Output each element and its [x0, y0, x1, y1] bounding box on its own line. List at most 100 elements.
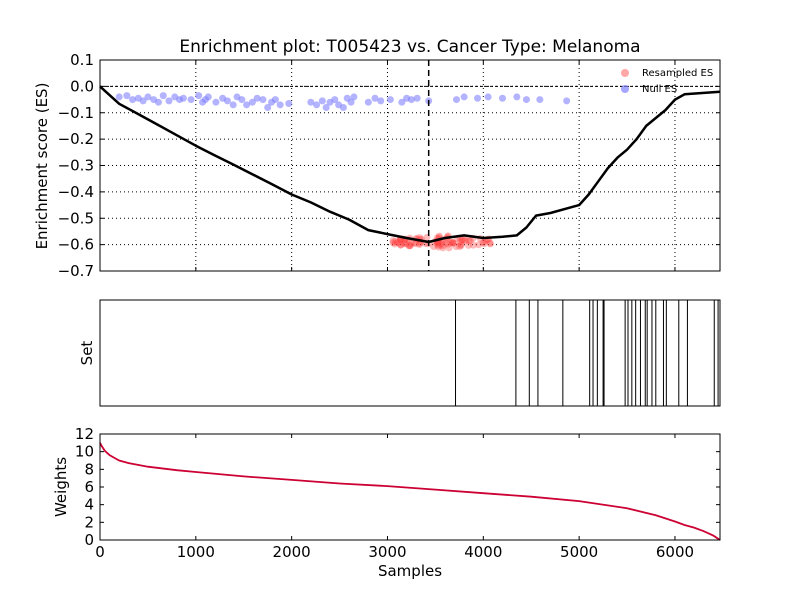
resampled-es-point — [434, 243, 442, 251]
null-es-point — [347, 98, 355, 106]
es-line-group — [99, 85, 721, 244]
null-es-point — [129, 96, 137, 104]
null-es-point — [229, 101, 237, 109]
weights-y-tick-label: 6 — [84, 478, 94, 496]
es-y-tick-label: −0.7 — [58, 262, 94, 280]
resampled-es-point — [430, 243, 438, 251]
null-es-point — [460, 93, 468, 101]
null-es-point — [165, 97, 173, 105]
weights-y-tick-label: 0 — [84, 531, 94, 549]
null-es-point — [452, 96, 460, 104]
null-es-point — [204, 93, 212, 101]
resampled-es-point — [452, 243, 460, 251]
weights-y-tick-label: 2 — [84, 513, 94, 531]
weights-x-tick-label: 3000 — [368, 543, 406, 561]
resampled-es-point — [449, 239, 457, 247]
resampled-es-point — [433, 239, 441, 247]
es-y-tick-label: 0.0 — [70, 77, 94, 95]
x-axis-label: Samples — [378, 562, 442, 580]
resampled-es-point — [389, 237, 397, 245]
resampled-es-point — [439, 244, 447, 252]
null-es-point — [513, 93, 521, 101]
resampled-es-point — [439, 241, 447, 249]
null-es-point — [536, 96, 544, 104]
null-es-point — [313, 101, 321, 109]
weights-y-tick-label: 12 — [75, 425, 94, 443]
weights-y-tick-label: 4 — [84, 496, 94, 514]
null-es-point — [307, 98, 315, 106]
chart-title: Enrichment plot: T005423 vs. Cancer Type… — [179, 37, 640, 57]
null-es-point — [144, 93, 152, 101]
null-es-point — [522, 96, 530, 104]
resampled-es-point — [400, 240, 408, 248]
resampled-es-point — [456, 238, 464, 246]
null-es-point — [195, 92, 203, 100]
weights-x-tick-label: 2000 — [273, 543, 311, 561]
null-es-point — [371, 94, 379, 102]
resampled-es-point — [479, 239, 487, 247]
resampled-es-point — [457, 242, 465, 250]
resampled-es-point — [457, 240, 465, 248]
null-es-point — [322, 103, 330, 111]
weights-x-tick-label: 4000 — [464, 543, 502, 561]
resampled-es-point — [486, 239, 494, 247]
resampled-es-point — [466, 237, 474, 245]
null-es-point — [243, 101, 251, 109]
es-y-tick-label: −0.3 — [58, 157, 94, 175]
weights-x-tick-label: 6000 — [656, 543, 694, 561]
es-y-axis-label: Enrichment score (ES) — [33, 83, 51, 250]
resampled-es-point — [475, 241, 483, 249]
resampled-es-point — [410, 239, 418, 247]
resampled-es-point — [448, 239, 456, 247]
weights-line-group — [99, 442, 721, 541]
resampled-es-point — [459, 236, 467, 244]
weights-x-tick-label: 5000 — [560, 543, 598, 561]
weights-y-axis-label: Weights — [52, 457, 70, 517]
resampled-es-point — [450, 239, 458, 247]
null-es-point — [212, 98, 220, 106]
resampled-es-point — [462, 237, 470, 245]
weights-x-tick-label: 0 — [95, 543, 105, 561]
null-es-point — [285, 100, 293, 108]
es-y-tick-label: −0.5 — [58, 209, 94, 227]
resampled-es-point — [412, 240, 420, 248]
resampled-es-point — [469, 241, 477, 249]
resampled-es-point — [397, 241, 405, 249]
resampled-es-point — [397, 241, 405, 249]
resampled-es-point — [486, 240, 494, 248]
resampled-es-point — [395, 239, 403, 247]
resampled-es-point — [406, 242, 414, 250]
legend-resampled-marker — [621, 69, 629, 77]
null-es-point — [364, 98, 372, 106]
resampled-es-point — [401, 238, 409, 246]
resampled-es-point — [393, 239, 401, 247]
null-es-point — [259, 96, 267, 104]
resampled-es-point — [461, 236, 469, 244]
legend-null-marker — [621, 85, 629, 93]
resampled-es-point — [406, 242, 414, 250]
es-ticks: 0.1 0.0 −0.1 −0.2 −0.3 −0.4 −0.5 −0.6 −0.7 — [58, 51, 720, 280]
resampled-es-point — [464, 241, 472, 249]
resampled-es-point — [449, 238, 457, 246]
resampled-es-point — [446, 238, 454, 246]
es-curve — [99, 85, 721, 244]
null-es-point — [350, 93, 358, 101]
null-es-point — [248, 98, 256, 106]
set-hits — [455, 300, 719, 406]
es-y-tick-label: 0.1 — [70, 51, 94, 69]
null-es-point — [498, 94, 506, 102]
es-y-tick-label: −0.4 — [58, 183, 94, 201]
es-y-tick-label: −0.6 — [58, 236, 94, 254]
set-plot-frame — [99, 299, 721, 407]
null-es-point — [413, 94, 421, 102]
es-y-tick-label: −0.2 — [58, 130, 94, 148]
null-es-point — [377, 97, 385, 105]
weights-x-tick-label: 1000 — [177, 543, 215, 561]
es-plot-frame — [99, 59, 721, 272]
es-y-tick-label: −0.1 — [58, 104, 94, 122]
resampled-es-point — [456, 243, 464, 251]
resampled-es-point — [445, 244, 453, 252]
null-es-point — [139, 97, 147, 105]
